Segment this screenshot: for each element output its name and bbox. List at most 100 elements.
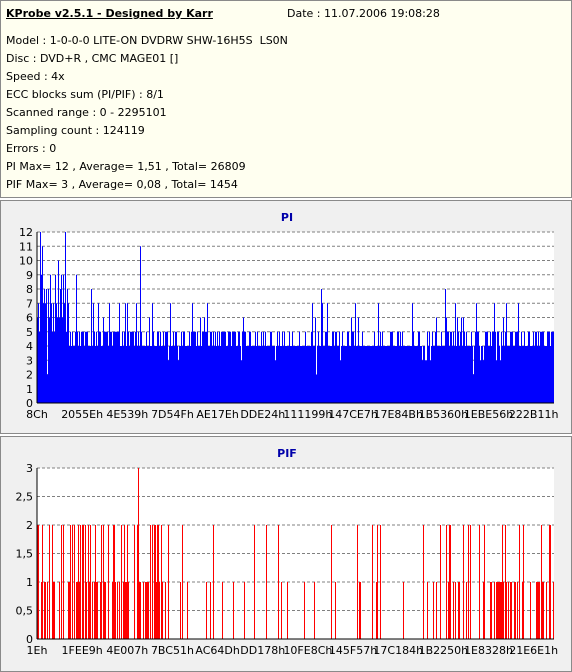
bar xyxy=(453,331,454,403)
pif-chart: PIF 0 0,5 1 1,5 2 2,5 3 1Eh 1FEE9h 4E007h 7BC51h AC6… xyxy=(16,447,559,657)
y-tick-label: 0 xyxy=(26,397,33,410)
bar xyxy=(183,331,184,403)
bar xyxy=(117,582,118,639)
bar xyxy=(226,346,227,403)
bar xyxy=(69,582,70,639)
bar xyxy=(45,303,46,403)
bar xyxy=(121,346,122,403)
bar xyxy=(356,346,357,403)
bar xyxy=(449,525,450,639)
bar xyxy=(86,582,87,639)
bar xyxy=(399,346,400,403)
info-ecc-blocks: ECC blocks sum (PI/PIF) : 8/1 xyxy=(6,88,164,101)
bar xyxy=(352,331,353,403)
bar xyxy=(297,346,298,403)
bar xyxy=(162,346,163,403)
bar xyxy=(290,346,291,403)
bar xyxy=(369,346,370,403)
bar xyxy=(168,525,169,639)
bar xyxy=(304,582,305,639)
bar xyxy=(93,303,94,403)
bar xyxy=(101,525,102,639)
bar xyxy=(278,346,279,403)
bar xyxy=(315,317,316,403)
bar xyxy=(67,289,68,403)
bar xyxy=(107,331,108,403)
bar xyxy=(190,346,191,403)
bar xyxy=(42,246,43,403)
bar xyxy=(423,346,424,403)
bar xyxy=(485,331,486,403)
bar xyxy=(81,331,82,403)
bar xyxy=(213,525,214,639)
bar xyxy=(364,346,365,403)
bar xyxy=(536,331,537,403)
bar xyxy=(396,346,397,403)
bar xyxy=(498,582,499,639)
bar xyxy=(483,582,484,639)
bar xyxy=(438,346,439,403)
bar xyxy=(53,303,54,403)
y-tick-label: 4 xyxy=(26,340,33,353)
bar xyxy=(368,346,369,403)
app-title: KProbe v2.5.1 - Designed by Karr xyxy=(6,7,213,20)
bar xyxy=(540,331,541,403)
info-sampling-count: Sampling count : 124119 xyxy=(6,124,145,137)
chart-title: PIF xyxy=(277,447,297,460)
bar xyxy=(502,525,503,639)
bar xyxy=(429,331,430,403)
bar xyxy=(305,331,306,403)
bar xyxy=(506,303,507,403)
bar xyxy=(336,331,337,403)
bar xyxy=(372,346,373,403)
bar xyxy=(177,346,178,403)
bar xyxy=(204,317,205,403)
y-tick-label: 1 xyxy=(26,383,33,396)
bar xyxy=(100,331,101,403)
bar xyxy=(296,346,297,403)
bar xyxy=(119,582,120,639)
bar xyxy=(130,331,131,403)
bar xyxy=(337,346,338,403)
bar xyxy=(518,303,519,403)
bar xyxy=(316,374,317,403)
bar xyxy=(112,346,113,403)
bar xyxy=(415,346,416,403)
bar xyxy=(288,346,289,403)
bar xyxy=(479,525,480,639)
bar xyxy=(184,331,185,403)
bar xyxy=(426,360,427,403)
bar xyxy=(519,525,520,639)
bar xyxy=(381,346,382,403)
bar xyxy=(318,331,319,403)
bar xyxy=(355,303,356,403)
bar xyxy=(244,331,245,403)
bar xyxy=(367,346,368,403)
bar xyxy=(422,360,423,403)
bar xyxy=(550,525,551,639)
bar xyxy=(450,525,451,639)
bar xyxy=(285,346,286,403)
y-tick-label: 3 xyxy=(26,462,33,475)
bar xyxy=(138,331,139,403)
bar xyxy=(164,346,165,403)
bar xyxy=(310,346,311,403)
bar xyxy=(51,303,52,403)
bar xyxy=(222,582,223,639)
bar xyxy=(223,331,224,403)
bar xyxy=(250,331,251,403)
bar xyxy=(97,582,98,639)
bar xyxy=(530,582,531,639)
y-tick-label: 10 xyxy=(19,255,33,268)
bar xyxy=(433,346,434,403)
bar xyxy=(127,303,128,403)
bar xyxy=(410,346,411,403)
bar xyxy=(256,346,257,403)
bar xyxy=(163,331,164,403)
bar xyxy=(185,346,186,403)
bar xyxy=(392,331,393,403)
bar xyxy=(529,331,530,403)
bar xyxy=(59,582,60,639)
bar xyxy=(526,346,527,403)
bar xyxy=(251,346,252,403)
